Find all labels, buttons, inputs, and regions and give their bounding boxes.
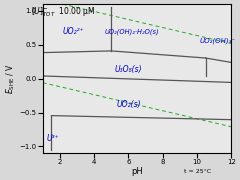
X-axis label: pH: pH bbox=[131, 167, 143, 176]
Text: UO₂(OH)₃⁻: UO₂(OH)₃⁻ bbox=[199, 37, 236, 44]
Y-axis label: $E_{\mathregular{SHE}}$ / V: $E_{\mathregular{SHE}}$ / V bbox=[4, 64, 17, 94]
Text: t = 25°C: t = 25°C bbox=[184, 169, 211, 174]
Text: U₃O₈(s): U₃O₈(s) bbox=[115, 65, 142, 74]
Text: U³⁺: U³⁺ bbox=[47, 134, 60, 143]
Text: UO₂(OH)₂·H₂O(s): UO₂(OH)₂·H₂O(s) bbox=[105, 28, 159, 35]
Text: UO₂²⁺: UO₂²⁺ bbox=[63, 27, 84, 36]
Text: $[U]_{TOT}^{-}$  10.00 μM: $[U]_{TOT}^{-}$ 10.00 μM bbox=[31, 5, 96, 19]
Text: UO₂(s): UO₂(s) bbox=[116, 100, 141, 109]
